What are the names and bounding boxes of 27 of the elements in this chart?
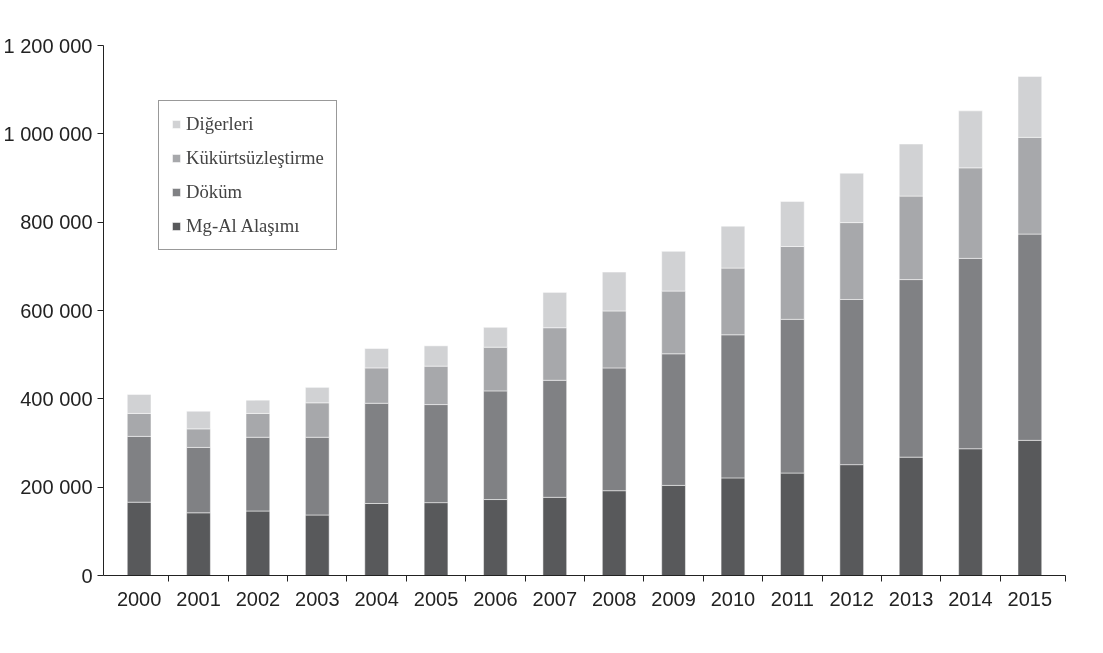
y-tick-label: 0 <box>81 564 93 587</box>
y-tick-label: 600 000 <box>20 299 93 322</box>
x-tick-label: 2001 <box>176 587 221 610</box>
x-tick-label: 2003 <box>295 587 340 610</box>
x-tick-label: 2006 <box>473 587 518 610</box>
x-tick-label: 2010 <box>710 587 756 610</box>
x-tick-label: 2002 <box>235 587 281 610</box>
y-tick-label: 800 000 <box>20 211 93 234</box>
x-tick-label: 2005 <box>413 587 459 610</box>
legend-label: Kükürtsüzleştirme <box>186 147 324 169</box>
legend-label: Mg-Al Alaşımı <box>186 215 300 237</box>
x-tick-label: 2015 <box>1007 587 1053 610</box>
x-tick-label: 2012 <box>829 587 874 610</box>
x-tick-label: 2009 <box>651 587 696 610</box>
x-tick-label: 2011 <box>770 587 814 610</box>
legend-label: Diğerleri <box>186 113 254 135</box>
y-tick-label: 200 000 <box>20 476 93 499</box>
x-tick-label: 2013 <box>888 587 934 610</box>
x-tick-label: 2000 <box>116 587 162 610</box>
x-tick-label: 2007 <box>532 587 578 610</box>
y-tick-label: 1 200 000 <box>3 34 93 57</box>
y-tick-label: 400 000 <box>20 387 93 410</box>
x-tick-label: 2008 <box>591 587 637 610</box>
y-tick-label: 1 000 000 <box>3 122 93 145</box>
x-tick-label: 2004 <box>354 587 399 610</box>
legend-label: Döküm <box>186 181 242 203</box>
x-tick-label: 2014 <box>948 587 993 610</box>
